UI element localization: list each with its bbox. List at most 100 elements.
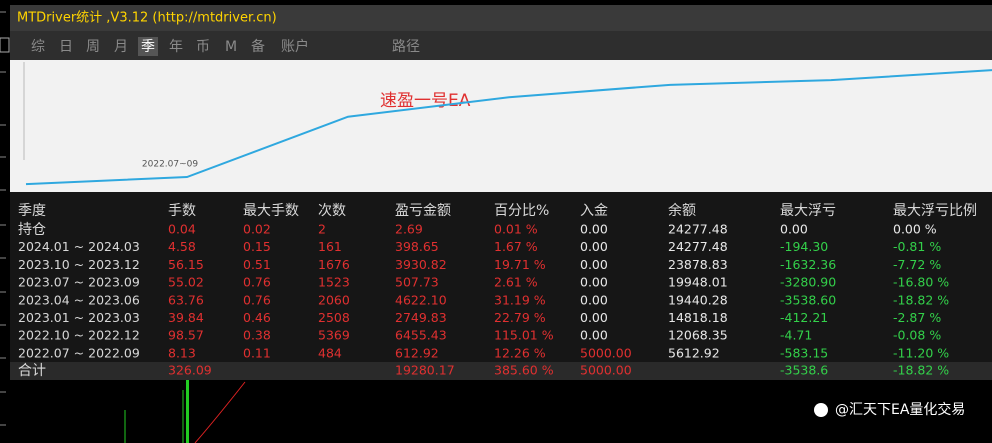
total-cell: -3538.6 <box>780 363 828 378</box>
table-cell: -2.87 % <box>893 310 941 325</box>
table-cell: 2022.10 ~ 2022.12 <box>18 328 140 343</box>
table-cell: 56.15 <box>168 257 204 272</box>
table-cell: 0.38 <box>243 328 271 343</box>
table-cell: 2.61 % <box>494 275 538 290</box>
table-cell: 4622.10 <box>395 292 447 307</box>
table-cell: -0.08 % <box>893 328 941 343</box>
total-cell: 385.60 % <box>494 363 554 378</box>
table-cell: 19440.28 <box>668 292 728 307</box>
table-header: 最大浮亏比例 <box>893 203 977 219</box>
table-cell: 2022.07 ~ 2022.09 <box>18 345 140 360</box>
table-cell: 0.01 % <box>494 222 538 237</box>
table-cell: 0.04 <box>168 222 196 237</box>
table-cell: 2023.07 ~ 2023.09 <box>18 275 140 290</box>
table-cell: 115.01 % <box>494 328 554 343</box>
table-cell: 0.00 <box>580 292 608 307</box>
table-cell: 2023.10 ~ 2023.12 <box>18 257 140 272</box>
window-title: MTDriver统计 ,V3.12 (http://mtdriver.cn) <box>17 11 277 26</box>
table-cell: -16.80 % <box>893 275 949 290</box>
chart-area <box>10 60 992 192</box>
table-cell: 0.02 <box>243 222 271 237</box>
table-cell: -7.72 % <box>893 257 941 272</box>
table-header: 余额 <box>668 202 696 219</box>
tab-highlight <box>138 37 158 56</box>
table-cell: 2060 <box>318 292 350 307</box>
tab[interactable]: 季 <box>141 39 155 55</box>
table-cell: 0.46 <box>243 310 271 325</box>
left-axis <box>0 11 6 426</box>
tab[interactable]: 月 <box>114 39 128 55</box>
tab[interactable]: 路径 <box>392 39 420 55</box>
table-header: 手数 <box>168 203 196 219</box>
table-cell: 0.00 <box>580 310 608 325</box>
table-cell: 24277.48 <box>668 239 728 254</box>
table-cell: 31.19 % <box>494 292 546 307</box>
watermark-icon <box>814 403 828 417</box>
table-cell: 0.76 <box>243 275 271 290</box>
table-header: 入金 <box>580 203 608 219</box>
table-cell: 2508 <box>318 310 350 325</box>
table-cell: -3280.90 <box>780 275 836 290</box>
table-cell: 0.51 <box>243 257 271 272</box>
tab[interactable]: 币 <box>196 39 210 55</box>
table-cell: -583.15 <box>780 345 828 360</box>
table-cell: 19.71 % <box>494 257 546 272</box>
table-cell: 4.58 <box>168 239 196 254</box>
table-cell: 161 <box>318 239 342 254</box>
chart-annotation: 速盈一号EA <box>380 91 471 111</box>
tab[interactable]: M <box>225 39 237 55</box>
table-cell: 22.79 % <box>494 310 546 325</box>
total-cell: 326.09 <box>168 363 212 378</box>
table-cell: -4.71 <box>780 328 812 343</box>
table-cell: 19948.01 <box>668 275 728 290</box>
table-header: 次数 <box>318 203 346 219</box>
total-cell: 19280.17 <box>395 363 455 378</box>
total-row <box>10 362 992 380</box>
table-cell: 5612.92 <box>668 345 720 360</box>
tab[interactable]: 周 <box>86 39 100 55</box>
tab[interactable]: 综 <box>31 39 45 55</box>
table-cell: 0.00 <box>780 222 808 237</box>
table-cell: -1632.36 <box>780 257 836 272</box>
table-cell: 0.00 <box>580 239 608 254</box>
table-cell: 0.15 <box>243 239 271 254</box>
table-cell: 1676 <box>318 257 350 272</box>
table-cell: 14818.18 <box>668 310 728 325</box>
table-cell: -194.30 <box>780 239 828 254</box>
table-cell: 6455.43 <box>395 328 447 343</box>
table-header: 最大浮亏 <box>780 203 836 219</box>
table-cell: 持仓 <box>18 222 46 238</box>
table-cell: 24277.48 <box>668 222 728 237</box>
table-cell: 0.76 <box>243 292 271 307</box>
balance-line <box>25 69 992 186</box>
tab[interactable]: 年 <box>169 39 183 55</box>
icon <box>0 37 10 53</box>
table-cell: 0.00 <box>580 328 608 343</box>
table-cell: 39.84 <box>168 310 204 325</box>
table-cell: 2749.83 <box>395 310 447 325</box>
table-cell: -18.82 % <box>893 292 949 307</box>
tab[interactable]: 备 <box>251 38 265 55</box>
table-cell: 3930.82 <box>395 257 447 272</box>
table-cell: 398.65 <box>395 239 439 254</box>
table-header: 盈亏金额 <box>395 203 451 219</box>
table-cell: -412.21 <box>780 310 828 325</box>
total-cell: -18.82 % <box>893 363 949 378</box>
total-cell: 合计 <box>18 363 46 379</box>
table-cell: 23878.83 <box>668 257 728 272</box>
tab[interactable]: 账户 <box>281 38 309 55</box>
x-tick-label: 2022.07~09 <box>142 160 198 170</box>
watermark: @汇天下EA量化交易 <box>835 401 965 418</box>
table-cell: -3538.60 <box>780 292 836 307</box>
tab-bar <box>10 31 992 60</box>
table-cell: 12068.35 <box>668 328 728 343</box>
tab[interactable]: 日 <box>59 39 73 55</box>
table-cell: 5000.00 <box>580 345 632 360</box>
table-cell: 2024.01 ~ 2024.03 <box>18 239 140 254</box>
table-cell: 2 <box>318 222 326 237</box>
table-header: 百分比% <box>494 203 549 219</box>
table-cell: 98.57 <box>168 328 204 343</box>
table-area <box>10 192 992 362</box>
